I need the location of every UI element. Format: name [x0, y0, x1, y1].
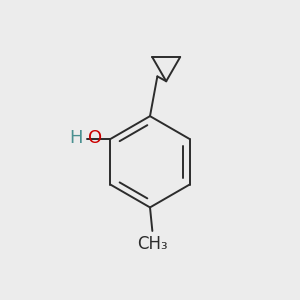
Text: CH₃: CH₃ [137, 236, 168, 253]
Text: O: O [88, 129, 102, 147]
Text: H: H [69, 129, 82, 147]
